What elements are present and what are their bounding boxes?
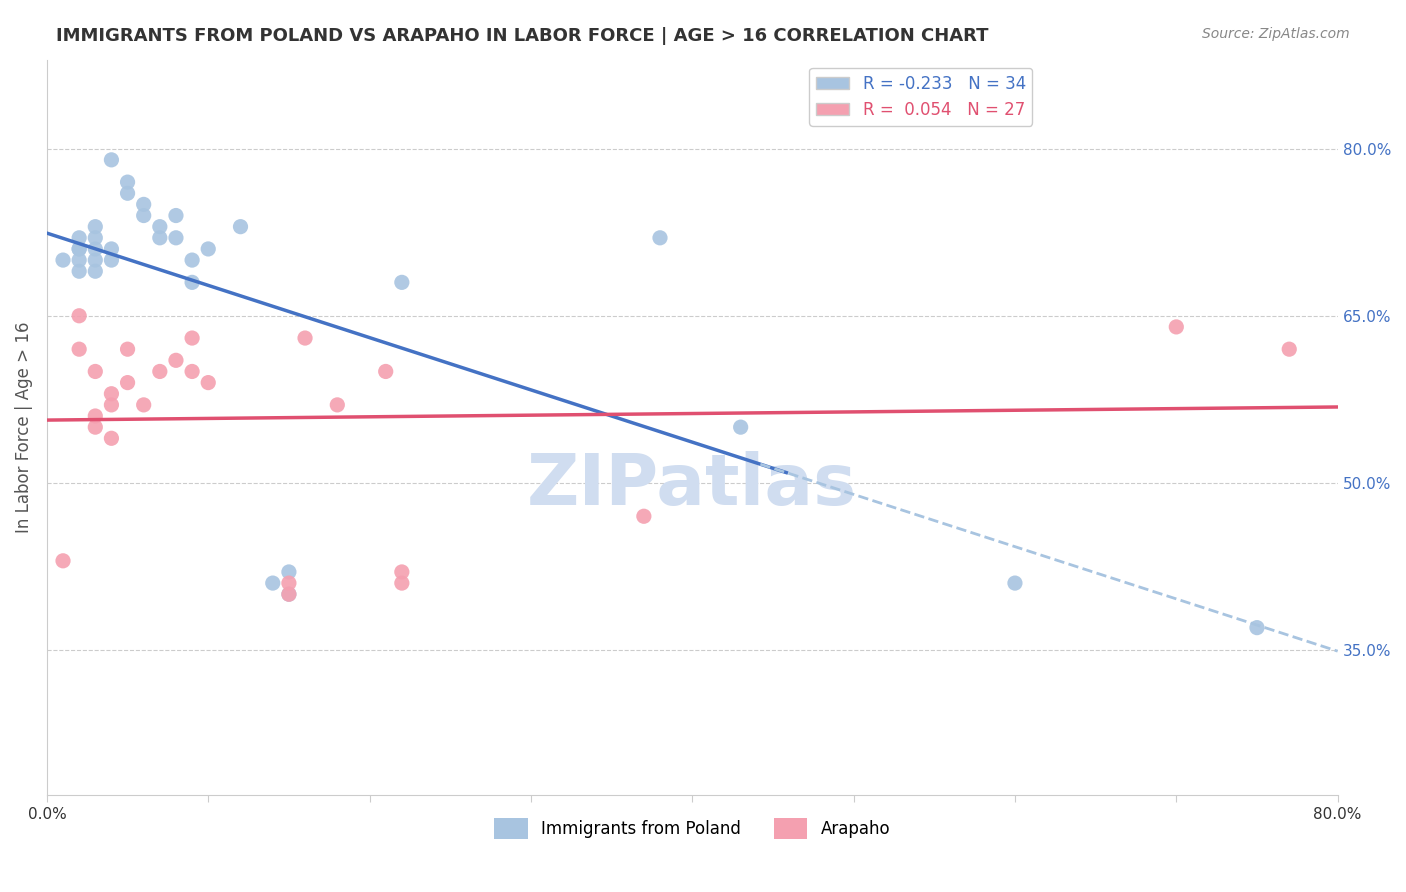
Point (100, 431, 122, 445)
Point (117, 175, 139, 189)
Point (132, 398, 155, 412)
Point (294, 331, 316, 345)
Text: Source: ZipAtlas.com: Source: ZipAtlas.com (1202, 27, 1350, 41)
Point (100, 253, 122, 268)
Text: IMMIGRANTS FROM POLAND VS ARAPAHO IN LABOR FORCE | AGE > 16 CORRELATION CHART: IMMIGRANTS FROM POLAND VS ARAPAHO IN LAB… (56, 27, 988, 45)
Point (100, 398, 122, 412)
Point (52, 253, 75, 268)
Point (326, 398, 349, 412)
Point (67, 264, 90, 278)
Point (165, 231, 187, 245)
Point (1278, 342, 1301, 356)
Y-axis label: In Labor Force | Age > 16: In Labor Force | Age > 16 (15, 321, 32, 533)
Point (84, 231, 107, 245)
Point (730, 420, 752, 434)
Point (100, 386, 122, 401)
Point (84, 264, 107, 278)
Point (181, 331, 204, 345)
Point (374, 364, 396, 378)
Point (52, 554, 75, 568)
Point (84, 420, 107, 434)
Point (633, 509, 655, 524)
Point (149, 219, 172, 234)
Legend: Immigrants from Poland, Arapaho: Immigrants from Poland, Arapaho (488, 812, 897, 846)
Point (117, 186, 139, 201)
Point (100, 153, 122, 167)
Text: ZIPatlas: ZIPatlas (527, 451, 858, 520)
Point (1246, 621, 1268, 635)
Point (84, 219, 107, 234)
Point (277, 565, 299, 579)
Point (117, 376, 139, 390)
Point (229, 219, 252, 234)
Point (67, 309, 90, 323)
Point (149, 231, 172, 245)
Point (391, 576, 413, 591)
Point (67, 253, 90, 268)
Point (277, 587, 299, 601)
Point (67, 242, 90, 256)
Point (391, 276, 413, 290)
Point (197, 376, 219, 390)
Point (132, 197, 155, 211)
Point (181, 253, 204, 268)
Point (84, 242, 107, 256)
Point (262, 576, 284, 591)
Point (391, 565, 413, 579)
Point (84, 409, 107, 423)
Point (117, 342, 139, 356)
Point (181, 276, 204, 290)
Point (100, 242, 122, 256)
Point (149, 364, 172, 378)
Point (67, 342, 90, 356)
Point (67, 242, 90, 256)
Point (648, 231, 671, 245)
Point (277, 587, 299, 601)
Point (197, 242, 219, 256)
Point (84, 253, 107, 268)
Point (1166, 319, 1188, 334)
Point (1004, 576, 1026, 591)
Point (67, 231, 90, 245)
Point (132, 209, 155, 223)
Point (277, 576, 299, 591)
Point (165, 353, 187, 368)
Point (181, 364, 204, 378)
Point (84, 364, 107, 378)
Point (165, 209, 187, 223)
